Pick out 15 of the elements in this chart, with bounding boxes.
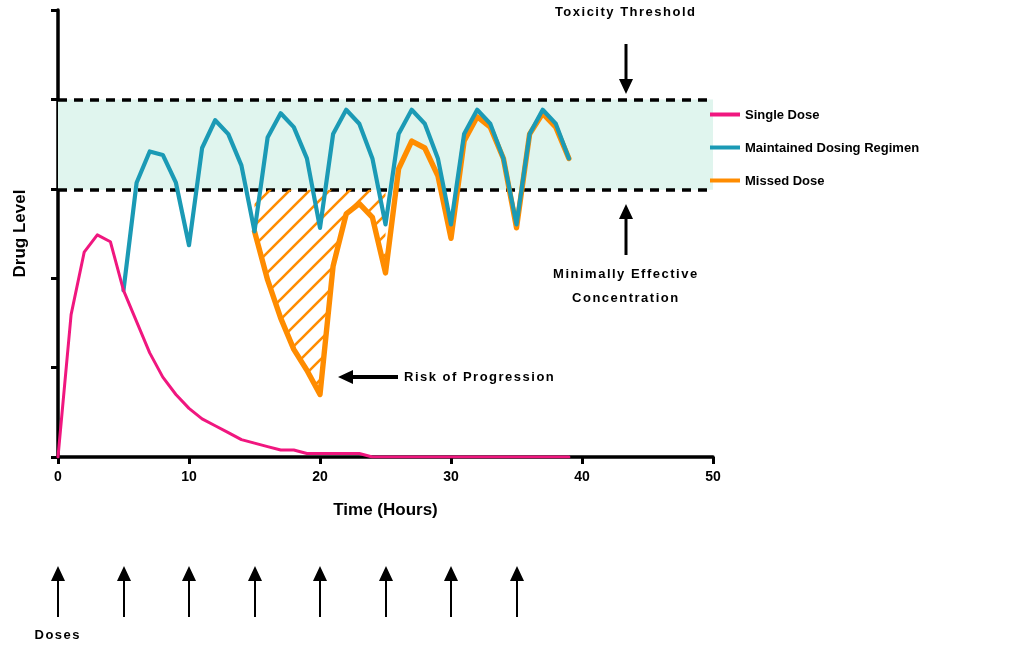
y-axis-title: Drug Level [10, 189, 29, 278]
text: Toxicity Threshold [554, 3, 697, 19]
x-tick-label: 10 [181, 468, 197, 484]
x-tick-label: 30 [443, 468, 459, 484]
x-tick-label: 20 [312, 468, 328, 484]
text: Doses [34, 627, 82, 642]
legend-label: Maintained Dosing Regimen [745, 140, 920, 155]
x-tick-label: 0 [54, 468, 63, 484]
annotation: Minimally Effective Concentration [552, 264, 700, 307]
x-axis-title: Time (Hours) [333, 500, 438, 519]
legend-label: Missed Dose [745, 173, 825, 188]
x-tick-label: 40 [574, 468, 590, 484]
annotation: Risk of Progression [404, 369, 556, 384]
legend-label: Single Dose [745, 107, 820, 122]
x-tick-label: 50 [705, 468, 721, 484]
